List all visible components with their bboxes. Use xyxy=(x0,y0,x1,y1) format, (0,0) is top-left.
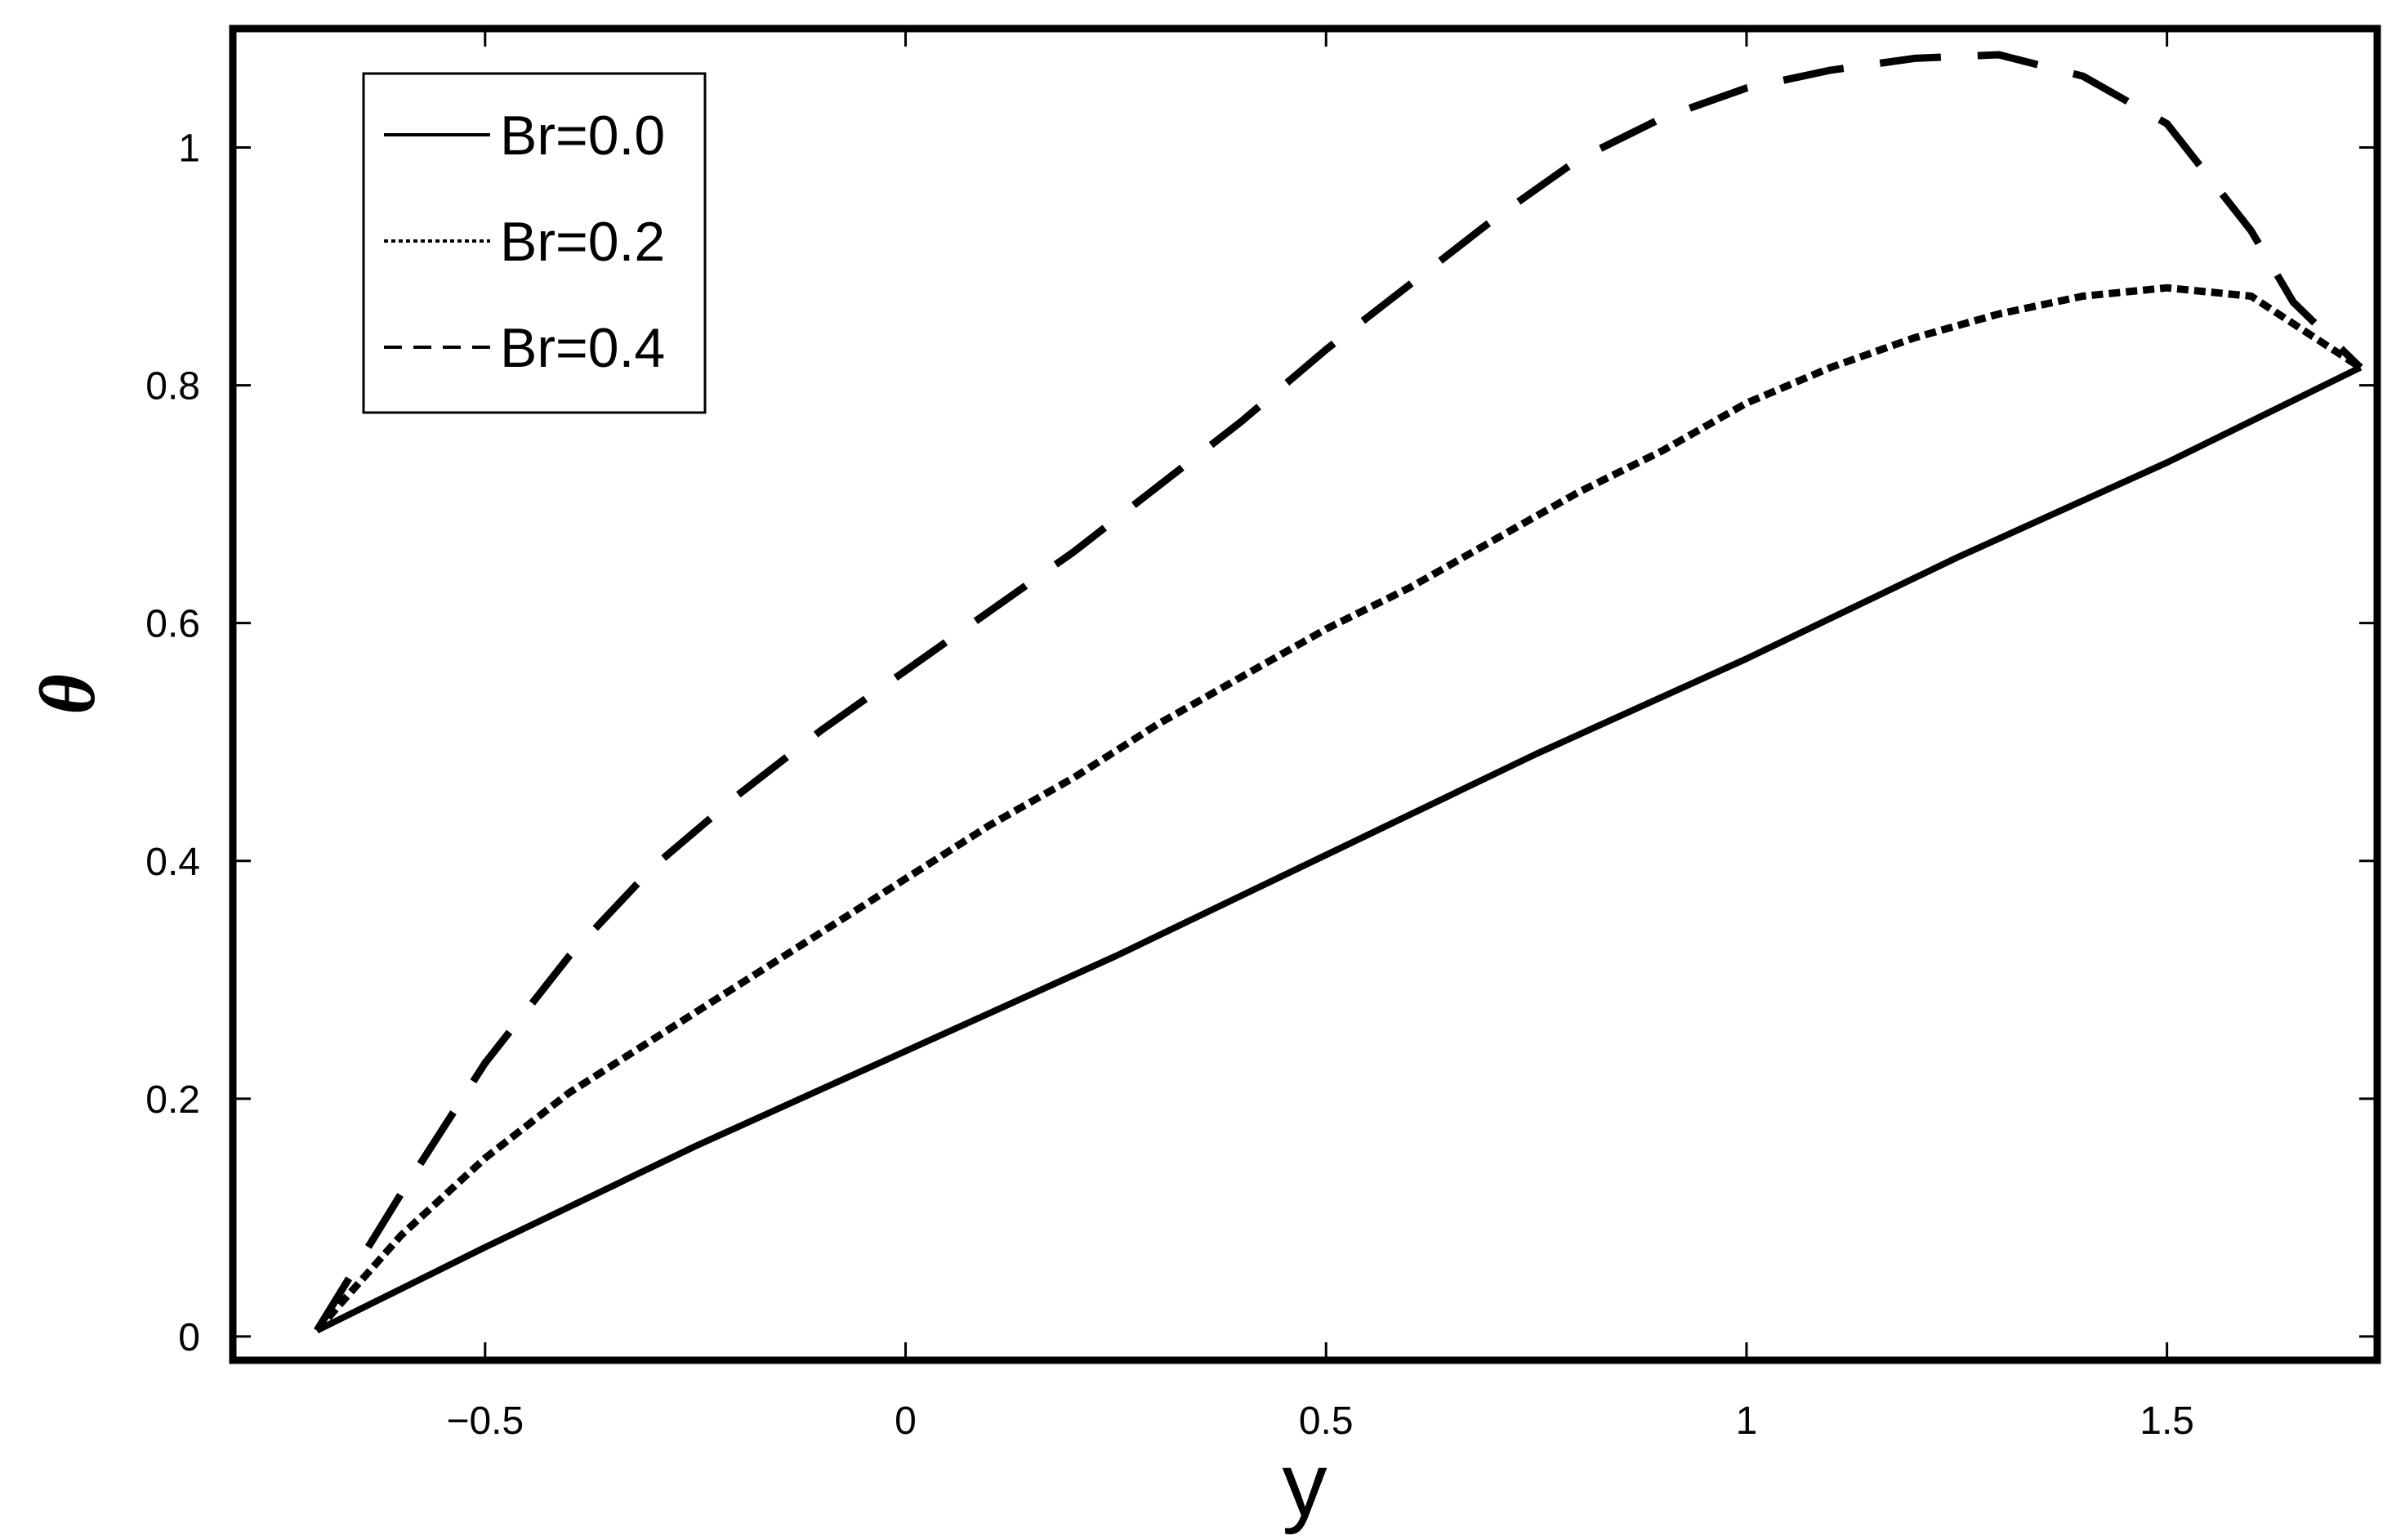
x-tick-label: 1 xyxy=(1736,1399,1758,1443)
y-axis: 0 0.2 0.4 0.6 0.8 1 xyxy=(145,127,2377,1359)
legend-label-2: Br=0.4 xyxy=(500,317,665,379)
x-axis-label: y xyxy=(1283,1435,1327,1535)
x-tick-label: 1.5 xyxy=(2140,1399,2194,1443)
series-line-0 xyxy=(315,364,2363,1334)
series-line-2 xyxy=(314,51,2363,1332)
y-tick-label: 0.8 xyxy=(145,365,200,408)
y-tick-label: 1 xyxy=(178,127,200,171)
legend-label-0: Br=0.0 xyxy=(500,105,665,167)
x-tick-label: 0.5 xyxy=(1299,1399,1354,1443)
y-tick-label: 0.6 xyxy=(145,603,200,646)
plot-frame xyxy=(229,25,2381,1364)
legend: Br=0.0 Br=0.2 Br=0.4 xyxy=(362,72,707,414)
series-line-1 xyxy=(314,283,2363,1333)
y-tick-label: 0 xyxy=(178,1316,200,1359)
x-tick-label: −0.5 xyxy=(446,1399,524,1443)
legend-box xyxy=(362,72,707,414)
series-layer xyxy=(314,51,2363,1334)
legend-label-1: Br=0.2 xyxy=(500,211,665,273)
x-tick-label: 0 xyxy=(895,1399,917,1443)
y-tick-label: 0.4 xyxy=(145,841,200,884)
x-axis: −0.5 0 0.5 1 1.5 xyxy=(446,29,2194,1443)
y-tick-label: 0.2 xyxy=(145,1078,200,1122)
y-axis-label: θ xyxy=(24,674,111,715)
